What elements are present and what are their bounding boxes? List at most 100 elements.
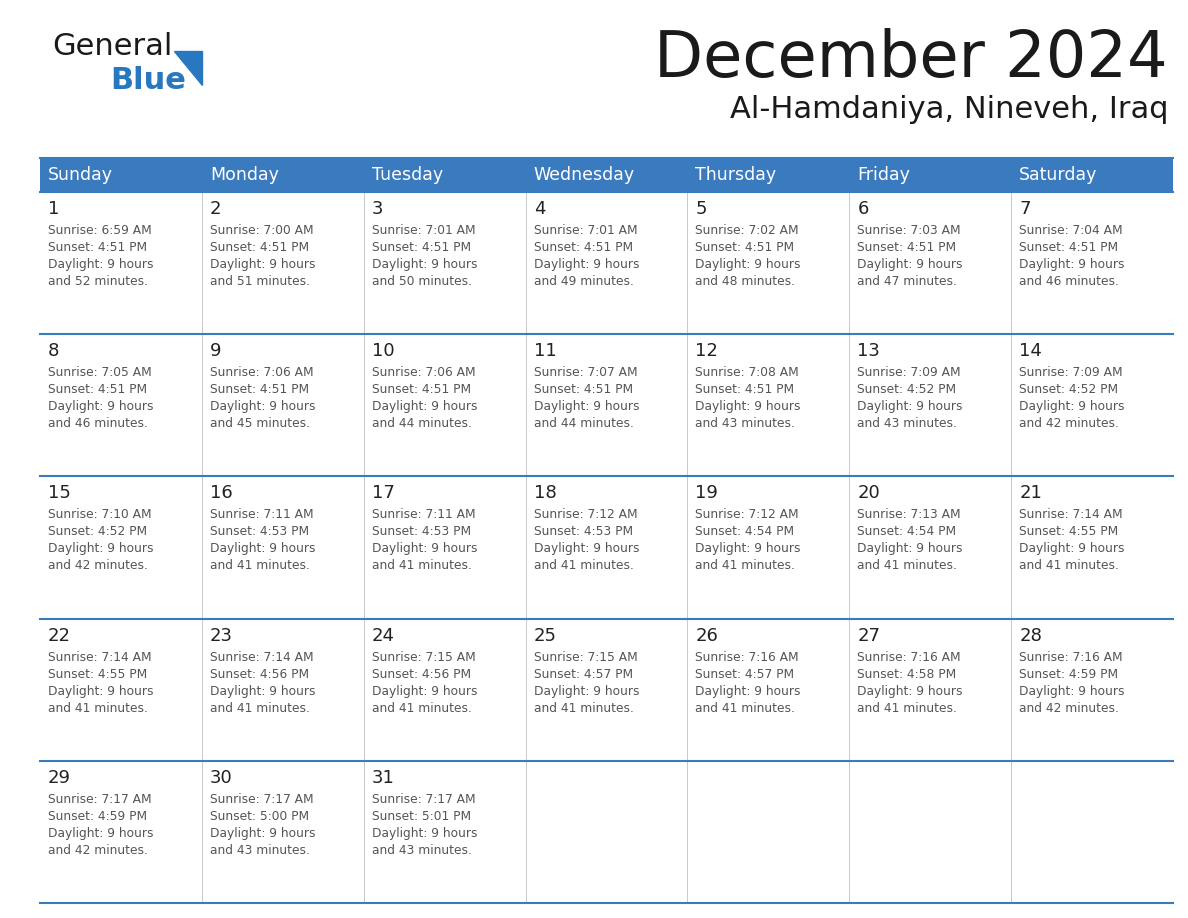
Text: Sunset: 4:55 PM: Sunset: 4:55 PM: [1019, 525, 1118, 538]
Text: and 41 minutes.: and 41 minutes.: [533, 701, 633, 714]
Text: and 46 minutes.: and 46 minutes.: [48, 417, 147, 431]
Text: Sunrise: 7:17 AM: Sunrise: 7:17 AM: [210, 793, 314, 806]
Text: and 46 minutes.: and 46 minutes.: [1019, 275, 1119, 288]
Text: and 44 minutes.: and 44 minutes.: [533, 417, 633, 431]
Bar: [40, 476, 1173, 619]
Bar: [849, 158, 1011, 192]
Text: Sunset: 4:52 PM: Sunset: 4:52 PM: [48, 525, 147, 538]
Text: 17: 17: [372, 485, 394, 502]
Text: Daylight: 9 hours: Daylight: 9 hours: [858, 685, 962, 698]
Text: Daylight: 9 hours: Daylight: 9 hours: [533, 543, 639, 555]
Text: 30: 30: [210, 768, 233, 787]
Text: Sunrise: 7:11 AM: Sunrise: 7:11 AM: [372, 509, 475, 521]
Text: 15: 15: [48, 485, 71, 502]
Text: Sunrise: 7:15 AM: Sunrise: 7:15 AM: [372, 651, 475, 664]
Text: Sunrise: 7:10 AM: Sunrise: 7:10 AM: [48, 509, 152, 521]
Text: 11: 11: [533, 342, 556, 360]
Text: Daylight: 9 hours: Daylight: 9 hours: [1019, 543, 1125, 555]
Text: Sunset: 4:56 PM: Sunset: 4:56 PM: [372, 667, 470, 680]
Text: Sunrise: 7:17 AM: Sunrise: 7:17 AM: [48, 793, 152, 806]
Text: Sunset: 4:55 PM: Sunset: 4:55 PM: [48, 667, 147, 680]
Text: and 42 minutes.: and 42 minutes.: [48, 559, 147, 573]
Text: Daylight: 9 hours: Daylight: 9 hours: [858, 543, 962, 555]
Text: and 41 minutes.: and 41 minutes.: [858, 701, 958, 714]
Text: Sunrise: 7:08 AM: Sunrise: 7:08 AM: [695, 366, 800, 379]
Text: 5: 5: [695, 200, 707, 218]
Text: and 48 minutes.: and 48 minutes.: [695, 275, 796, 288]
Text: Daylight: 9 hours: Daylight: 9 hours: [210, 258, 315, 271]
Bar: [40, 761, 1173, 903]
Text: Daylight: 9 hours: Daylight: 9 hours: [1019, 400, 1125, 413]
Bar: [40, 334, 1173, 476]
Text: 13: 13: [858, 342, 880, 360]
Text: Sunrise: 7:03 AM: Sunrise: 7:03 AM: [858, 224, 961, 237]
Text: and 43 minutes.: and 43 minutes.: [858, 417, 958, 431]
Text: 14: 14: [1019, 342, 1042, 360]
Text: Sunrise: 7:15 AM: Sunrise: 7:15 AM: [533, 651, 637, 664]
Text: and 43 minutes.: and 43 minutes.: [210, 844, 310, 856]
Text: 24: 24: [372, 627, 394, 644]
Text: Sunset: 4:51 PM: Sunset: 4:51 PM: [533, 241, 633, 254]
Text: and 41 minutes.: and 41 minutes.: [48, 701, 147, 714]
Text: Sunset: 4:51 PM: Sunset: 4:51 PM: [533, 383, 633, 397]
Text: Daylight: 9 hours: Daylight: 9 hours: [210, 685, 315, 698]
Text: Sunrise: 7:06 AM: Sunrise: 7:06 AM: [372, 366, 475, 379]
Bar: [688, 158, 849, 192]
Text: Sunset: 4:59 PM: Sunset: 4:59 PM: [48, 810, 147, 823]
Text: 27: 27: [858, 627, 880, 644]
Text: Sunset: 4:58 PM: Sunset: 4:58 PM: [858, 667, 956, 680]
Text: Daylight: 9 hours: Daylight: 9 hours: [372, 827, 478, 840]
Text: 31: 31: [372, 768, 394, 787]
Text: Daylight: 9 hours: Daylight: 9 hours: [1019, 685, 1125, 698]
Text: Sunset: 5:00 PM: Sunset: 5:00 PM: [210, 810, 309, 823]
Text: Sunset: 4:51 PM: Sunset: 4:51 PM: [858, 241, 956, 254]
Text: Sunrise: 7:01 AM: Sunrise: 7:01 AM: [372, 224, 475, 237]
Text: Sunrise: 7:05 AM: Sunrise: 7:05 AM: [48, 366, 152, 379]
Text: 25: 25: [533, 627, 556, 644]
Text: 7: 7: [1019, 200, 1031, 218]
Text: Daylight: 9 hours: Daylight: 9 hours: [48, 827, 153, 840]
Text: General: General: [52, 32, 172, 61]
Text: 26: 26: [695, 627, 719, 644]
Text: Sunset: 4:51 PM: Sunset: 4:51 PM: [372, 383, 470, 397]
Text: 18: 18: [533, 485, 556, 502]
Text: Sunrise: 7:14 AM: Sunrise: 7:14 AM: [210, 651, 314, 664]
Text: Sunrise: 7:06 AM: Sunrise: 7:06 AM: [210, 366, 314, 379]
Text: 21: 21: [1019, 485, 1042, 502]
Text: Sunset: 4:53 PM: Sunset: 4:53 PM: [533, 525, 633, 538]
Text: and 41 minutes.: and 41 minutes.: [210, 559, 310, 573]
Text: and 50 minutes.: and 50 minutes.: [372, 275, 472, 288]
Text: Sunrise: 7:02 AM: Sunrise: 7:02 AM: [695, 224, 800, 237]
Text: and 42 minutes.: and 42 minutes.: [1019, 701, 1119, 714]
Text: 4: 4: [533, 200, 545, 218]
Text: Sunrise: 7:16 AM: Sunrise: 7:16 AM: [858, 651, 961, 664]
Text: Daylight: 9 hours: Daylight: 9 hours: [695, 685, 801, 698]
Text: and 43 minutes.: and 43 minutes.: [695, 417, 795, 431]
Text: Sunset: 4:51 PM: Sunset: 4:51 PM: [695, 241, 795, 254]
Text: Daylight: 9 hours: Daylight: 9 hours: [210, 400, 315, 413]
Bar: [1011, 158, 1173, 192]
Text: Sunrise: 7:00 AM: Sunrise: 7:00 AM: [210, 224, 314, 237]
Text: and 42 minutes.: and 42 minutes.: [48, 844, 147, 856]
Text: 12: 12: [695, 342, 719, 360]
Text: 23: 23: [210, 627, 233, 644]
Text: 19: 19: [695, 485, 719, 502]
Text: Daylight: 9 hours: Daylight: 9 hours: [48, 543, 153, 555]
Text: Thursday: Thursday: [695, 166, 777, 184]
Text: Sunday: Sunday: [48, 166, 113, 184]
Polygon shape: [173, 51, 202, 85]
Text: Sunset: 4:54 PM: Sunset: 4:54 PM: [858, 525, 956, 538]
Text: Daylight: 9 hours: Daylight: 9 hours: [695, 400, 801, 413]
Text: and 45 minutes.: and 45 minutes.: [210, 417, 310, 431]
Text: Daylight: 9 hours: Daylight: 9 hours: [372, 400, 478, 413]
Text: and 41 minutes.: and 41 minutes.: [210, 701, 310, 714]
Text: Daylight: 9 hours: Daylight: 9 hours: [48, 258, 153, 271]
Text: Sunrise: 7:09 AM: Sunrise: 7:09 AM: [1019, 366, 1123, 379]
Text: Daylight: 9 hours: Daylight: 9 hours: [210, 543, 315, 555]
Text: Sunset: 4:53 PM: Sunset: 4:53 PM: [210, 525, 309, 538]
Text: Sunrise: 7:12 AM: Sunrise: 7:12 AM: [533, 509, 637, 521]
Text: 20: 20: [858, 485, 880, 502]
Text: and 41 minutes.: and 41 minutes.: [533, 559, 633, 573]
Text: Blue: Blue: [110, 66, 185, 95]
Text: Saturday: Saturday: [1019, 166, 1098, 184]
